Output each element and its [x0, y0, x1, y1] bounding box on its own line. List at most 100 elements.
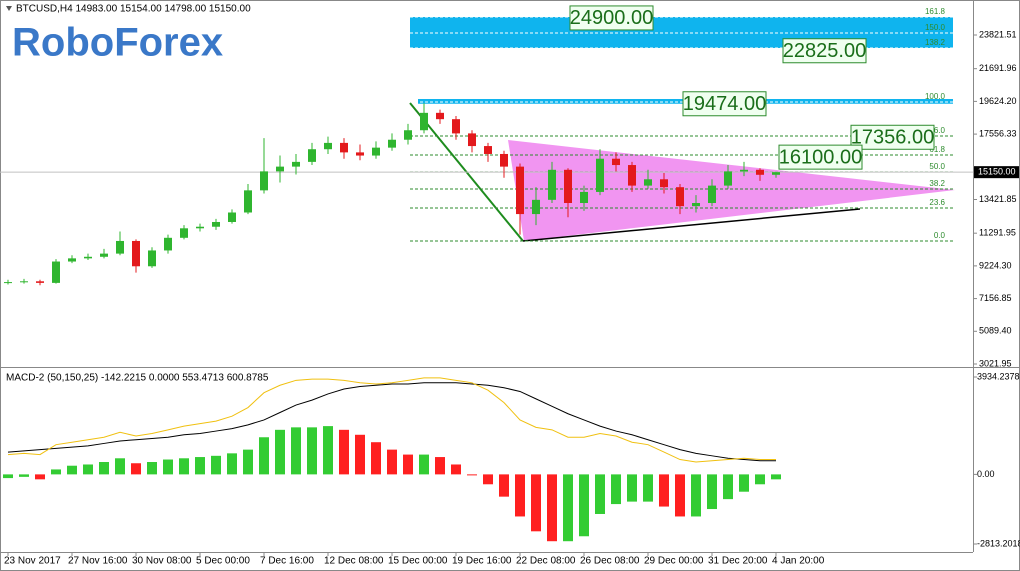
- current-price-tag: [974, 166, 1019, 179]
- histogram-bar: [547, 474, 557, 542]
- candle-body: [372, 147, 380, 156]
- price-label-box: [850, 124, 935, 150]
- candle-body: [20, 281, 28, 283]
- histogram-bar: [723, 474, 733, 500]
- histogram-bar: [291, 427, 301, 475]
- candle-body: [52, 261, 60, 283]
- histogram-bar: [131, 463, 141, 475]
- candle-body: [740, 169, 748, 172]
- candle-body: [676, 187, 684, 207]
- candle-body: [596, 158, 604, 192]
- candle-body: [628, 165, 636, 186]
- histogram-bar: [355, 434, 365, 475]
- candle-body: [564, 169, 572, 204]
- fib-label: 76.0: [929, 126, 945, 135]
- histogram-bar: [259, 437, 269, 475]
- y-tick-label: 0.00: [977, 469, 995, 479]
- x-tick-label: 12 Dec 08:00: [324, 556, 384, 567]
- candle-body: [164, 237, 172, 251]
- histogram-bar: [499, 474, 509, 497]
- histogram-bar: [275, 429, 285, 475]
- candle-body: [484, 146, 492, 154]
- histogram-bar: [99, 462, 109, 475]
- logo: RoboForex: [12, 21, 223, 65]
- x-tick-label: 29 Dec 00:00: [644, 556, 704, 567]
- candle-body: [724, 171, 732, 186]
- y-tick-label: 5089.40: [979, 326, 1012, 336]
- candle-body: [772, 172, 780, 175]
- price-label: 16100.00: [779, 146, 862, 168]
- price-label: 19474.00: [683, 93, 766, 115]
- price-label: 17356.00: [851, 127, 934, 149]
- y-tick-label: 3934.2378: [977, 371, 1020, 381]
- histogram-bar: [563, 474, 573, 542]
- x-tick-label: 7 Dec 16:00: [260, 556, 314, 567]
- histogram-bar: [115, 458, 125, 475]
- candle-body: [148, 250, 156, 267]
- histogram-bar: [451, 464, 461, 475]
- fib-label: 50.0: [929, 162, 945, 171]
- candle-body: [116, 240, 124, 254]
- candle-body: [180, 228, 188, 238]
- candle-body: [468, 133, 476, 147]
- fib-label: 138.2: [925, 38, 946, 47]
- histogram-bar: [227, 453, 237, 475]
- price-label-box: [782, 38, 867, 64]
- trend-line: [522, 208, 861, 242]
- candle-body: [516, 166, 524, 215]
- histogram-bar: [67, 465, 77, 475]
- macd-title: MACD-2 (50,150,25) -142.2215 0.0000 553.…: [6, 373, 269, 384]
- chart-title: BTCUSD,H4 14983.00 15154.00 14798.00 151…: [16, 4, 251, 15]
- fib-label: 161.8: [925, 7, 946, 16]
- y-tick-label: 21691.96: [979, 63, 1017, 73]
- candle-body: [84, 256, 92, 259]
- candle-body: [660, 179, 668, 188]
- histogram-bar: [179, 458, 189, 475]
- histogram-bar: [211, 455, 221, 475]
- candle-body: [708, 185, 716, 204]
- candle-body: [324, 142, 332, 150]
- current-price-label: 15150.00: [978, 167, 1016, 177]
- candle-body: [420, 112, 428, 131]
- candle-body: [644, 179, 652, 186]
- candle-body: [756, 169, 764, 175]
- candle-body: [452, 119, 460, 134]
- histogram-bar: [483, 474, 493, 485]
- histogram-bar: [755, 474, 765, 485]
- histogram-bar: [83, 464, 93, 475]
- histogram-bar: [643, 474, 653, 502]
- candle-body: [228, 212, 236, 222]
- histogram-bar: [691, 474, 701, 517]
- y-tick-label: 9224.30: [979, 260, 1012, 270]
- candle-body: [356, 152, 364, 156]
- macd-line: [7, 382, 776, 462]
- histogram-bar: [339, 429, 349, 475]
- y-tick-label: 17556.33: [979, 128, 1017, 138]
- fib-label: 150.0: [925, 23, 946, 32]
- fib-label: 100.0: [925, 92, 946, 101]
- histogram-bar: [435, 457, 445, 475]
- histogram-bar: [579, 474, 589, 537]
- y-tick-label: 13421.85: [979, 194, 1017, 204]
- macd-line: [7, 377, 776, 463]
- candle-body: [692, 203, 700, 207]
- y-tick-label: 19624.20: [979, 96, 1017, 106]
- fib-label: 23.6: [929, 198, 945, 207]
- y-tick-label: 7156.85: [979, 293, 1012, 303]
- histogram-bar: [19, 474, 29, 477]
- x-tick-label: 26 Dec 08:00: [580, 556, 640, 567]
- y-tick-label: 23821.51: [979, 29, 1017, 39]
- candle-body: [276, 166, 284, 172]
- candle-body: [612, 158, 620, 166]
- y-tick-label: 3021.95: [979, 358, 1012, 368]
- histogram-bar: [3, 474, 13, 479]
- histogram-bar: [243, 449, 253, 475]
- histogram-bar: [419, 454, 429, 475]
- histogram-bar: [195, 457, 205, 475]
- histogram-bar: [147, 462, 157, 475]
- price-label-box: [682, 91, 767, 117]
- histogram-bar: [595, 474, 605, 514]
- price-label: 22825.00: [783, 40, 866, 62]
- candle-body: [500, 153, 508, 167]
